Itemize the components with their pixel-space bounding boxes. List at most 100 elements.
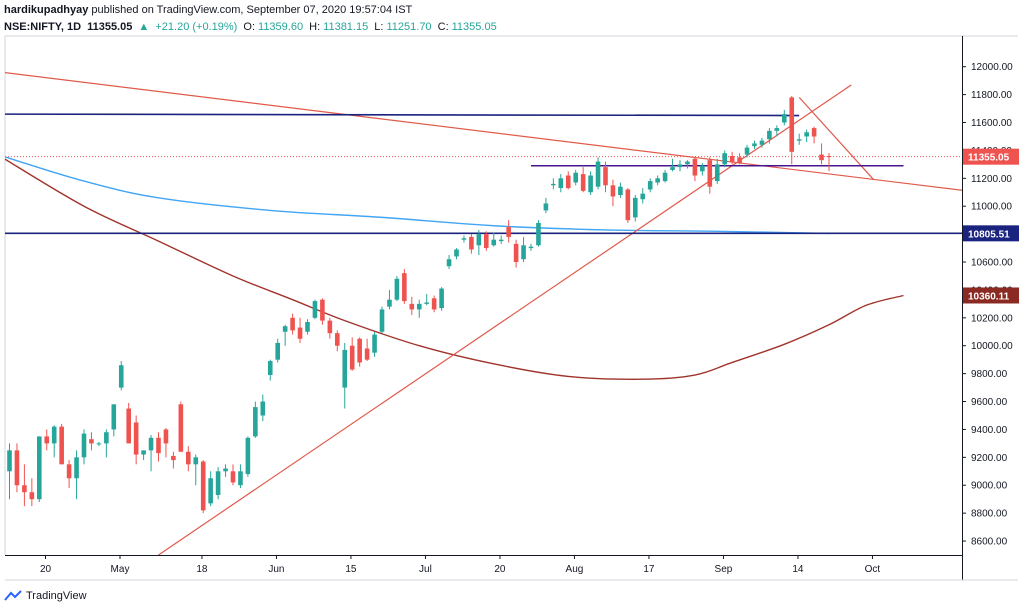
candle[interactable]	[521, 236, 526, 263]
candle[interactable]	[700, 162, 705, 176]
candle[interactable]	[230, 464, 236, 486]
candle[interactable]	[327, 317, 333, 339]
candle[interactable]	[618, 182, 623, 198]
candle[interactable]	[655, 175, 660, 186]
candle[interactable]	[454, 248, 459, 260]
candle[interactable]	[260, 394, 266, 422]
candle[interactable]	[364, 338, 370, 362]
candle[interactable]	[647, 178, 653, 193]
candle[interactable]	[588, 171, 593, 196]
candle[interactable]	[312, 299, 318, 320]
candle[interactable]	[633, 195, 638, 222]
candle[interactable]	[193, 454, 199, 486]
candle[interactable]	[215, 467, 221, 500]
candle[interactable]	[506, 220, 511, 243]
candle[interactable]	[610, 179, 616, 207]
candle[interactable]	[320, 298, 325, 325]
candle[interactable]	[37, 436, 42, 502]
candle[interactable]	[565, 171, 571, 190]
candle[interactable]	[692, 157, 698, 182]
candle[interactable]	[543, 197, 549, 214]
candle[interactable]	[223, 464, 228, 477]
candle[interactable]	[148, 435, 154, 472]
candle[interactable]	[29, 478, 35, 507]
candle[interactable]	[387, 289, 392, 310]
candle[interactable]	[111, 404, 117, 437]
candle[interactable]	[402, 268, 407, 304]
candle[interactable]	[625, 188, 631, 223]
candle[interactable]	[96, 441, 102, 447]
candle[interactable]	[357, 337, 362, 367]
candle[interactable]	[446, 255, 452, 269]
candle[interactable]	[394, 275, 400, 302]
candle[interactable]	[811, 126, 817, 144]
candle[interactable]	[707, 157, 713, 194]
candle[interactable]	[744, 144, 750, 158]
candle[interactable]	[66, 460, 72, 489]
candle[interactable]	[297, 317, 303, 343]
candle[interactable]	[484, 231, 489, 251]
candle[interactable]	[22, 464, 27, 507]
candle[interactable]	[714, 158, 720, 184]
candle[interactable]	[573, 169, 578, 186]
candle[interactable]	[171, 451, 176, 469]
candle[interactable]	[603, 161, 608, 193]
candle[interactable]	[819, 143, 824, 165]
candle[interactable]	[685, 160, 690, 169]
candle[interactable]	[118, 361, 124, 391]
candle[interactable]	[253, 401, 258, 438]
candle[interactable]	[141, 450, 146, 461]
candle[interactable]	[513, 239, 519, 268]
candle[interactable]	[782, 109, 787, 126]
candle[interactable]	[670, 158, 675, 172]
candle[interactable]	[469, 234, 474, 254]
candle[interactable]	[662, 169, 668, 183]
candle[interactable]	[342, 342, 348, 409]
candle[interactable]	[372, 331, 377, 357]
candle[interactable]	[186, 446, 191, 472]
candle[interactable]	[737, 153, 742, 165]
candle[interactable]	[722, 150, 727, 168]
candle[interactable]	[424, 294, 429, 306]
candle[interactable]	[267, 359, 273, 381]
candle[interactable]	[14, 443, 20, 493]
candle[interactable]	[595, 157, 601, 190]
candle[interactable]	[104, 429, 109, 458]
candle[interactable]	[126, 402, 131, 444]
brand-name[interactable]: TradingView	[26, 590, 87, 602]
candle[interactable]	[461, 235, 467, 243]
candle[interactable]	[498, 235, 504, 244]
tradingview-logo-icon[interactable]	[4, 590, 22, 602]
candle[interactable]	[282, 324, 288, 346]
candle[interactable]	[409, 296, 415, 316]
candle[interactable]	[767, 128, 772, 144]
candle[interactable]	[729, 151, 735, 165]
candle[interactable]	[774, 125, 780, 137]
candle[interactable]	[74, 450, 79, 500]
candle[interactable]	[551, 178, 556, 190]
candle[interactable]	[208, 471, 213, 507]
candle[interactable]	[335, 330, 340, 352]
candle[interactable]	[275, 338, 280, 363]
candle[interactable]	[416, 299, 422, 318]
candle[interactable]	[245, 436, 251, 477]
candle[interactable]	[640, 188, 646, 204]
candle[interactable]	[7, 443, 12, 500]
candle[interactable]	[528, 243, 534, 251]
author-name[interactable]: hardikupadhyay	[4, 4, 89, 16]
candle[interactable]	[349, 337, 355, 371]
candle[interactable]	[44, 429, 50, 451]
candle[interactable]	[759, 137, 765, 148]
candle[interactable]	[200, 460, 206, 514]
candle[interactable]	[163, 428, 169, 458]
candle[interactable]	[580, 167, 586, 193]
candle[interactable]	[156, 432, 161, 462]
candle[interactable]	[752, 140, 757, 150]
symbol-name[interactable]: NSE:NIFTY, 1D	[4, 21, 82, 33]
candle[interactable]	[439, 287, 444, 311]
candle[interactable]	[796, 133, 802, 145]
candle[interactable]	[804, 129, 809, 143]
candle[interactable]	[431, 295, 437, 313]
candle[interactable]	[677, 160, 683, 172]
